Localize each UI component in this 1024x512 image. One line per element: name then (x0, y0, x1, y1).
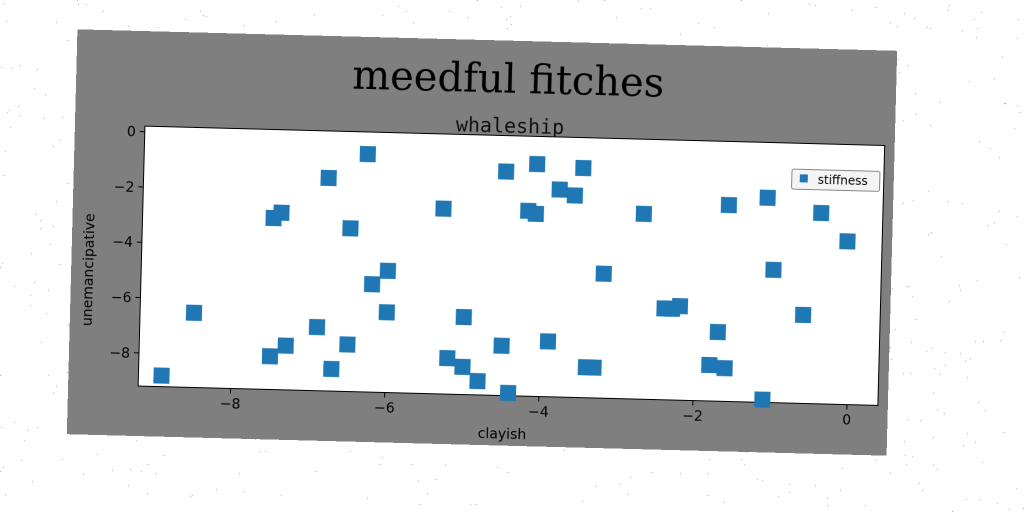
x-tick-label: −4 (528, 404, 549, 421)
data-point (672, 298, 688, 314)
chart-figure: meedful fitches whaleship −8 −6 −4 −2 0 0 −2 −4… (67, 29, 897, 455)
data-point (529, 156, 545, 172)
data-point (701, 357, 717, 373)
data-point (380, 263, 396, 279)
x-tick-label: −6 (374, 400, 395, 417)
data-point (567, 187, 583, 203)
data-point (309, 319, 325, 335)
legend-label: stiffness (818, 173, 868, 188)
data-point (528, 206, 544, 222)
data-point (498, 163, 514, 179)
y-tick-label: 0 (127, 124, 136, 140)
data-point (153, 367, 169, 383)
data-point (273, 205, 289, 221)
y-tick-label: −2 (113, 179, 134, 196)
data-point (493, 338, 509, 354)
chart-title: meedful fitches (352, 53, 665, 107)
data-point (342, 220, 358, 236)
data-point (839, 233, 855, 249)
data-point (636, 206, 652, 222)
data-point (379, 304, 395, 320)
chart-canvas: meedful fitches whaleship −8 −6 −4 −2 00−2−4… (67, 29, 897, 455)
x-tick-label: −2 (682, 408, 703, 425)
data-point (339, 336, 355, 352)
x-tick-label: 0 (842, 412, 851, 428)
data-point (596, 266, 612, 282)
data-point (454, 359, 470, 375)
data-point (754, 391, 770, 407)
data-point (262, 348, 278, 364)
legend: stiffness (792, 169, 880, 191)
data-point (360, 146, 376, 162)
data-point (716, 360, 732, 376)
y-tick-label: −8 (109, 345, 130, 362)
data-point (435, 200, 451, 216)
data-point (795, 307, 811, 323)
x-tick-label: −8 (220, 396, 241, 413)
data-point (585, 359, 601, 375)
data-point (551, 181, 567, 197)
y-axis-label: unemancipative (80, 213, 99, 326)
data-point (186, 305, 202, 321)
data-point (439, 350, 455, 366)
data-point (575, 160, 591, 176)
data-point (710, 324, 726, 340)
data-point (364, 276, 380, 292)
data-point (456, 309, 472, 325)
data-point (323, 361, 339, 377)
data-point (813, 205, 829, 221)
x-axis-label: clayish (478, 426, 527, 443)
data-point (500, 385, 516, 401)
data-point (759, 190, 775, 206)
y-tick-label: −6 (111, 290, 132, 307)
data-point (721, 197, 737, 213)
data-point (765, 262, 781, 278)
y-tick-label: −4 (112, 234, 133, 251)
data-point (277, 337, 293, 353)
data-point (540, 333, 556, 349)
data-point (469, 373, 485, 389)
legend-marker (800, 174, 808, 182)
data-point (320, 170, 336, 186)
